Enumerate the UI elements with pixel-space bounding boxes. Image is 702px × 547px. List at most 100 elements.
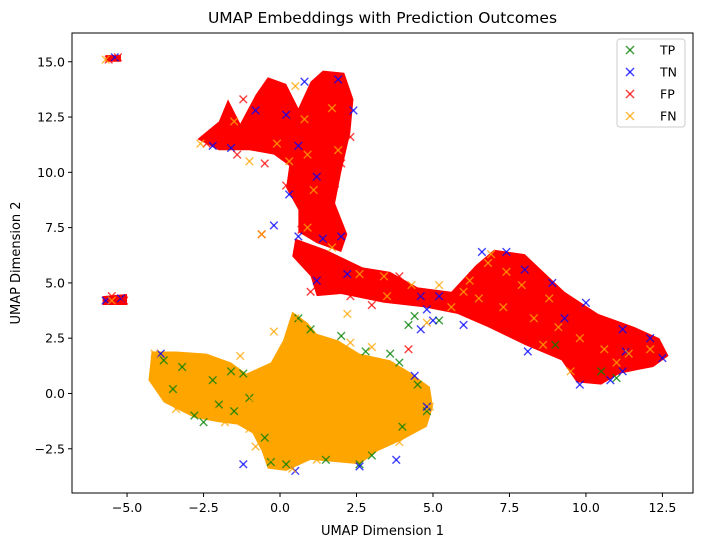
x-axis-label: UMAP Dimension 1 <box>321 524 444 539</box>
point-fp <box>324 221 334 230</box>
point-fp <box>593 325 603 334</box>
point-fn <box>517 280 526 290</box>
point-tp <box>214 400 224 409</box>
point-tp <box>226 367 236 376</box>
point-fn <box>376 369 386 378</box>
point-fn <box>275 384 285 394</box>
point-fn <box>107 296 117 305</box>
point-fn <box>382 428 392 438</box>
point-fn <box>422 318 432 328</box>
y-tick-label: 15.0 <box>37 54 65 69</box>
point-fp <box>590 358 600 367</box>
point-fn <box>395 437 404 447</box>
point-fn <box>245 424 254 434</box>
point-tp <box>413 380 422 389</box>
point-tp <box>612 373 621 383</box>
point-tn <box>318 234 328 243</box>
point-tp <box>306 325 315 334</box>
point-fp <box>639 344 649 354</box>
point-tn <box>156 349 166 358</box>
point-fn <box>291 81 300 91</box>
point-fn <box>257 229 266 239</box>
point-tn <box>391 455 401 465</box>
point-tn <box>523 347 533 356</box>
point-fn <box>645 344 655 354</box>
point-fp <box>309 126 318 135</box>
point-tp <box>434 316 444 325</box>
point-fn <box>229 117 239 126</box>
point-fp <box>609 336 618 345</box>
point-tp <box>355 459 364 469</box>
point-fp <box>104 55 114 64</box>
y-tick-label: 2.5 <box>45 331 65 346</box>
point-fn <box>407 280 416 290</box>
point-fp <box>361 274 370 283</box>
legend-label-tp: TP <box>659 43 676 58</box>
point-tn <box>581 298 591 308</box>
point-tn <box>606 375 615 385</box>
point-fn <box>159 380 169 389</box>
point-tp <box>266 457 276 467</box>
point-fp <box>492 254 502 263</box>
point-fn <box>284 156 294 166</box>
cluster-region-right-arm <box>292 238 669 385</box>
legend: TP TN FP FN <box>616 38 686 128</box>
point-fp <box>502 287 511 297</box>
y-axis-label: UMAP Dimension 2 <box>9 201 24 324</box>
point-tp <box>260 433 270 443</box>
point-fn <box>324 433 334 443</box>
point-tn <box>477 247 487 257</box>
point-fn <box>343 309 352 319</box>
point-tn <box>333 75 343 84</box>
legend-marker-fn <box>625 111 635 121</box>
legend-label-fn: FN <box>660 109 677 124</box>
legend-box <box>616 38 686 128</box>
point-tp <box>294 313 303 323</box>
point-fn <box>566 367 575 376</box>
point-fp <box>630 360 640 370</box>
point-fp <box>248 114 257 124</box>
point-tp <box>177 362 187 372</box>
point-tp <box>159 356 169 365</box>
point-tp <box>361 347 370 356</box>
point-fn <box>266 455 276 465</box>
point-fn <box>382 291 392 301</box>
point-fn <box>336 453 346 462</box>
point-fn <box>183 393 193 403</box>
point-tn <box>101 296 110 305</box>
point-tn <box>110 53 120 62</box>
point-fp <box>624 342 634 352</box>
point-fp <box>278 90 288 100</box>
point-fp <box>572 362 582 372</box>
y-tick-label: 0.0 <box>45 386 65 401</box>
point-fp <box>379 280 389 290</box>
point-tn <box>575 380 585 389</box>
legend-label-fp: FP <box>660 87 675 102</box>
point-fn <box>416 391 426 400</box>
y-tick-label: −2.5 <box>35 441 65 456</box>
point-tn <box>294 141 303 151</box>
plot-frame <box>71 32 694 494</box>
point-fp <box>578 313 588 323</box>
point-fp <box>560 302 569 312</box>
point-fp <box>413 287 422 297</box>
point-fp <box>489 302 499 312</box>
point-fn <box>339 402 349 412</box>
point-fp <box>535 320 545 330</box>
point-fp <box>297 225 306 235</box>
point-fn <box>486 249 496 259</box>
point-tn <box>284 190 294 199</box>
point-fn <box>309 338 318 347</box>
point-fn <box>502 267 511 277</box>
point-tn <box>428 316 438 325</box>
legend-marker-tn <box>625 67 635 77</box>
point-fn <box>269 327 279 336</box>
point-fn <box>309 185 318 195</box>
chart-title: UMAP Embeddings with Prediction Outcomes <box>208 9 557 27</box>
point-tn <box>312 172 322 182</box>
point-fn <box>226 393 236 403</box>
point-fn <box>327 103 337 113</box>
point-fp <box>404 344 413 354</box>
point-fn <box>355 367 364 376</box>
